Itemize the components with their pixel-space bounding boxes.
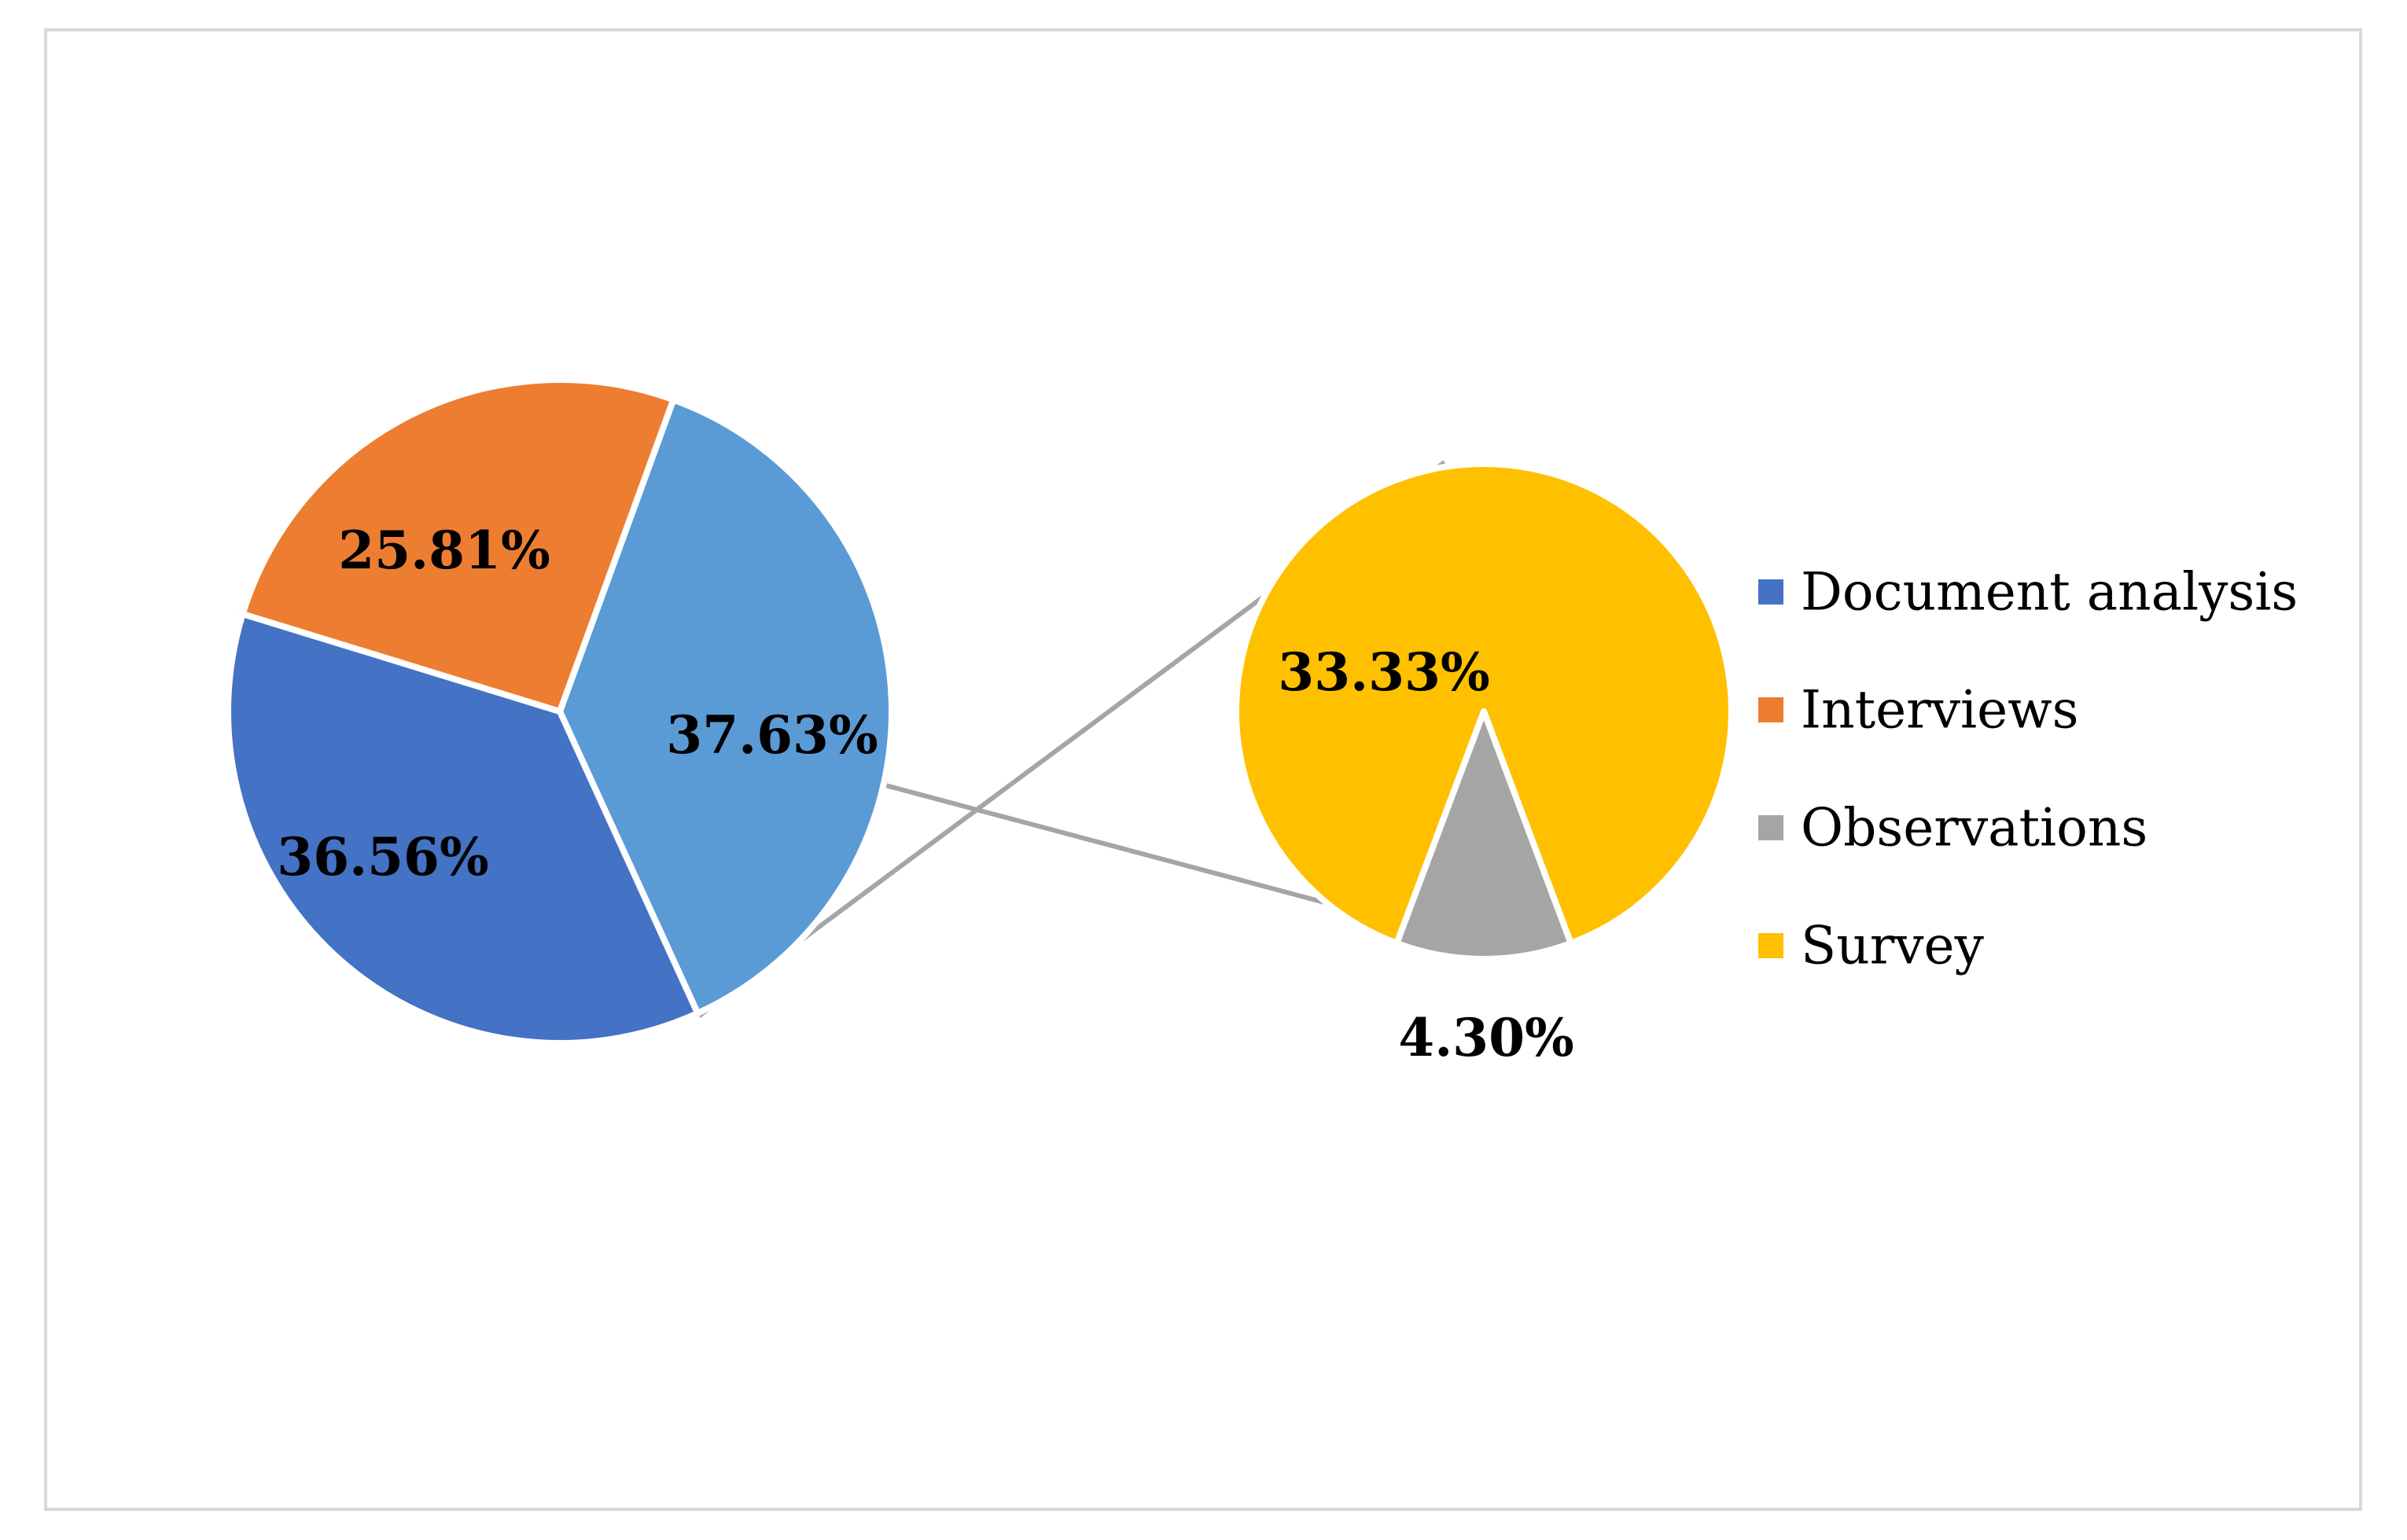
label-other: 36.56% <box>277 826 488 888</box>
legend-item-observations: Observations <box>1758 798 2148 858</box>
slice-interviews <box>239 377 677 715</box>
label-interviews: 25.81% <box>338 520 550 581</box>
legend-item-document-analysis: Document analysis <box>1758 562 2298 623</box>
legend: Document analysis Interviews Observations S… <box>1758 562 2298 976</box>
legend-item-survey: Survey <box>1758 916 1985 976</box>
primary-pie <box>225 377 895 1046</box>
slice-other <box>225 611 701 1046</box>
legend-label-interviews: Interviews <box>1801 680 2079 741</box>
legend-label-document-analysis: Document analysis <box>1801 562 2298 623</box>
data-labels: 37.63% 36.56% 25.81% 33.33% 4.30% <box>277 520 1573 1068</box>
slice-document-analysis <box>557 396 895 1016</box>
legend-swatch-document-analysis <box>1758 579 1783 605</box>
label-document-analysis: 37.63% <box>666 704 878 766</box>
slice-survey <box>1233 461 1735 946</box>
slice-observations <box>1393 708 1574 963</box>
label-observations: 4.30% <box>1398 1007 1573 1068</box>
legend-label-survey: Survey <box>1801 916 1985 976</box>
label-survey: 33.33% <box>1278 641 1489 703</box>
legend-swatch-observations <box>1758 815 1783 840</box>
secondary-pie <box>1233 461 1735 963</box>
legend-swatch-survey <box>1758 933 1783 958</box>
legend-item-interviews: Interviews <box>1758 680 2079 741</box>
legend-label-observations: Observations <box>1801 798 2148 858</box>
legend-swatch-interviews <box>1758 697 1783 722</box>
